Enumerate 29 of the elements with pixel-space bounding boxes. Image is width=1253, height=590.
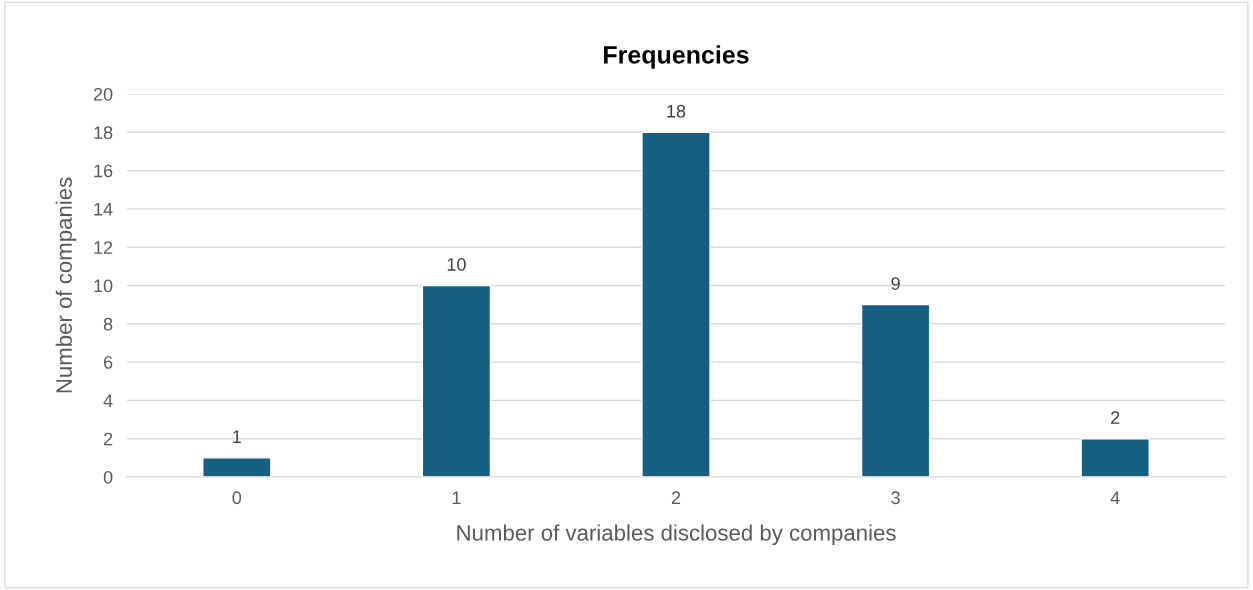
bar: [1080, 438, 1150, 477]
data-label: 1: [233, 430, 241, 443]
x-tick-label: 3: [891, 491, 900, 505]
data-label: 10: [447, 258, 466, 271]
y-tick-label: 18: [94, 126, 113, 140]
bar: [421, 284, 492, 477]
y-axis-title: Number of companies: [55, 177, 77, 393]
y-tick-label: 16: [94, 164, 113, 178]
y-tick-label: 6: [103, 356, 113, 369]
x-tick-label: 4: [1110, 491, 1120, 504]
bar: [202, 457, 272, 477]
data-label: 18: [667, 104, 686, 118]
y-tick-label: 8: [103, 317, 113, 331]
bar: [641, 131, 711, 477]
y-tick-label: 0: [103, 470, 113, 484]
bar: [860, 303, 931, 477]
data-label: 2: [1111, 411, 1120, 424]
y-tick-label: 10: [94, 279, 113, 293]
x-axis-title: Number of variables disclosed by companies: [457, 524, 896, 546]
y-tick-label: 2: [103, 432, 113, 446]
y-tick-label: 12: [94, 241, 113, 254]
y-tick-label: 4: [103, 394, 113, 407]
y-tick-label: 20: [93, 87, 113, 101]
x-tick-label: 2: [671, 491, 681, 504]
x-tick-label: 0: [232, 491, 242, 505]
y-tick-label: 14: [94, 203, 113, 216]
data-label: 9: [891, 277, 900, 290]
chart-title: Frequencies: [604, 45, 749, 69]
x-tick-label: 1: [452, 491, 461, 504]
